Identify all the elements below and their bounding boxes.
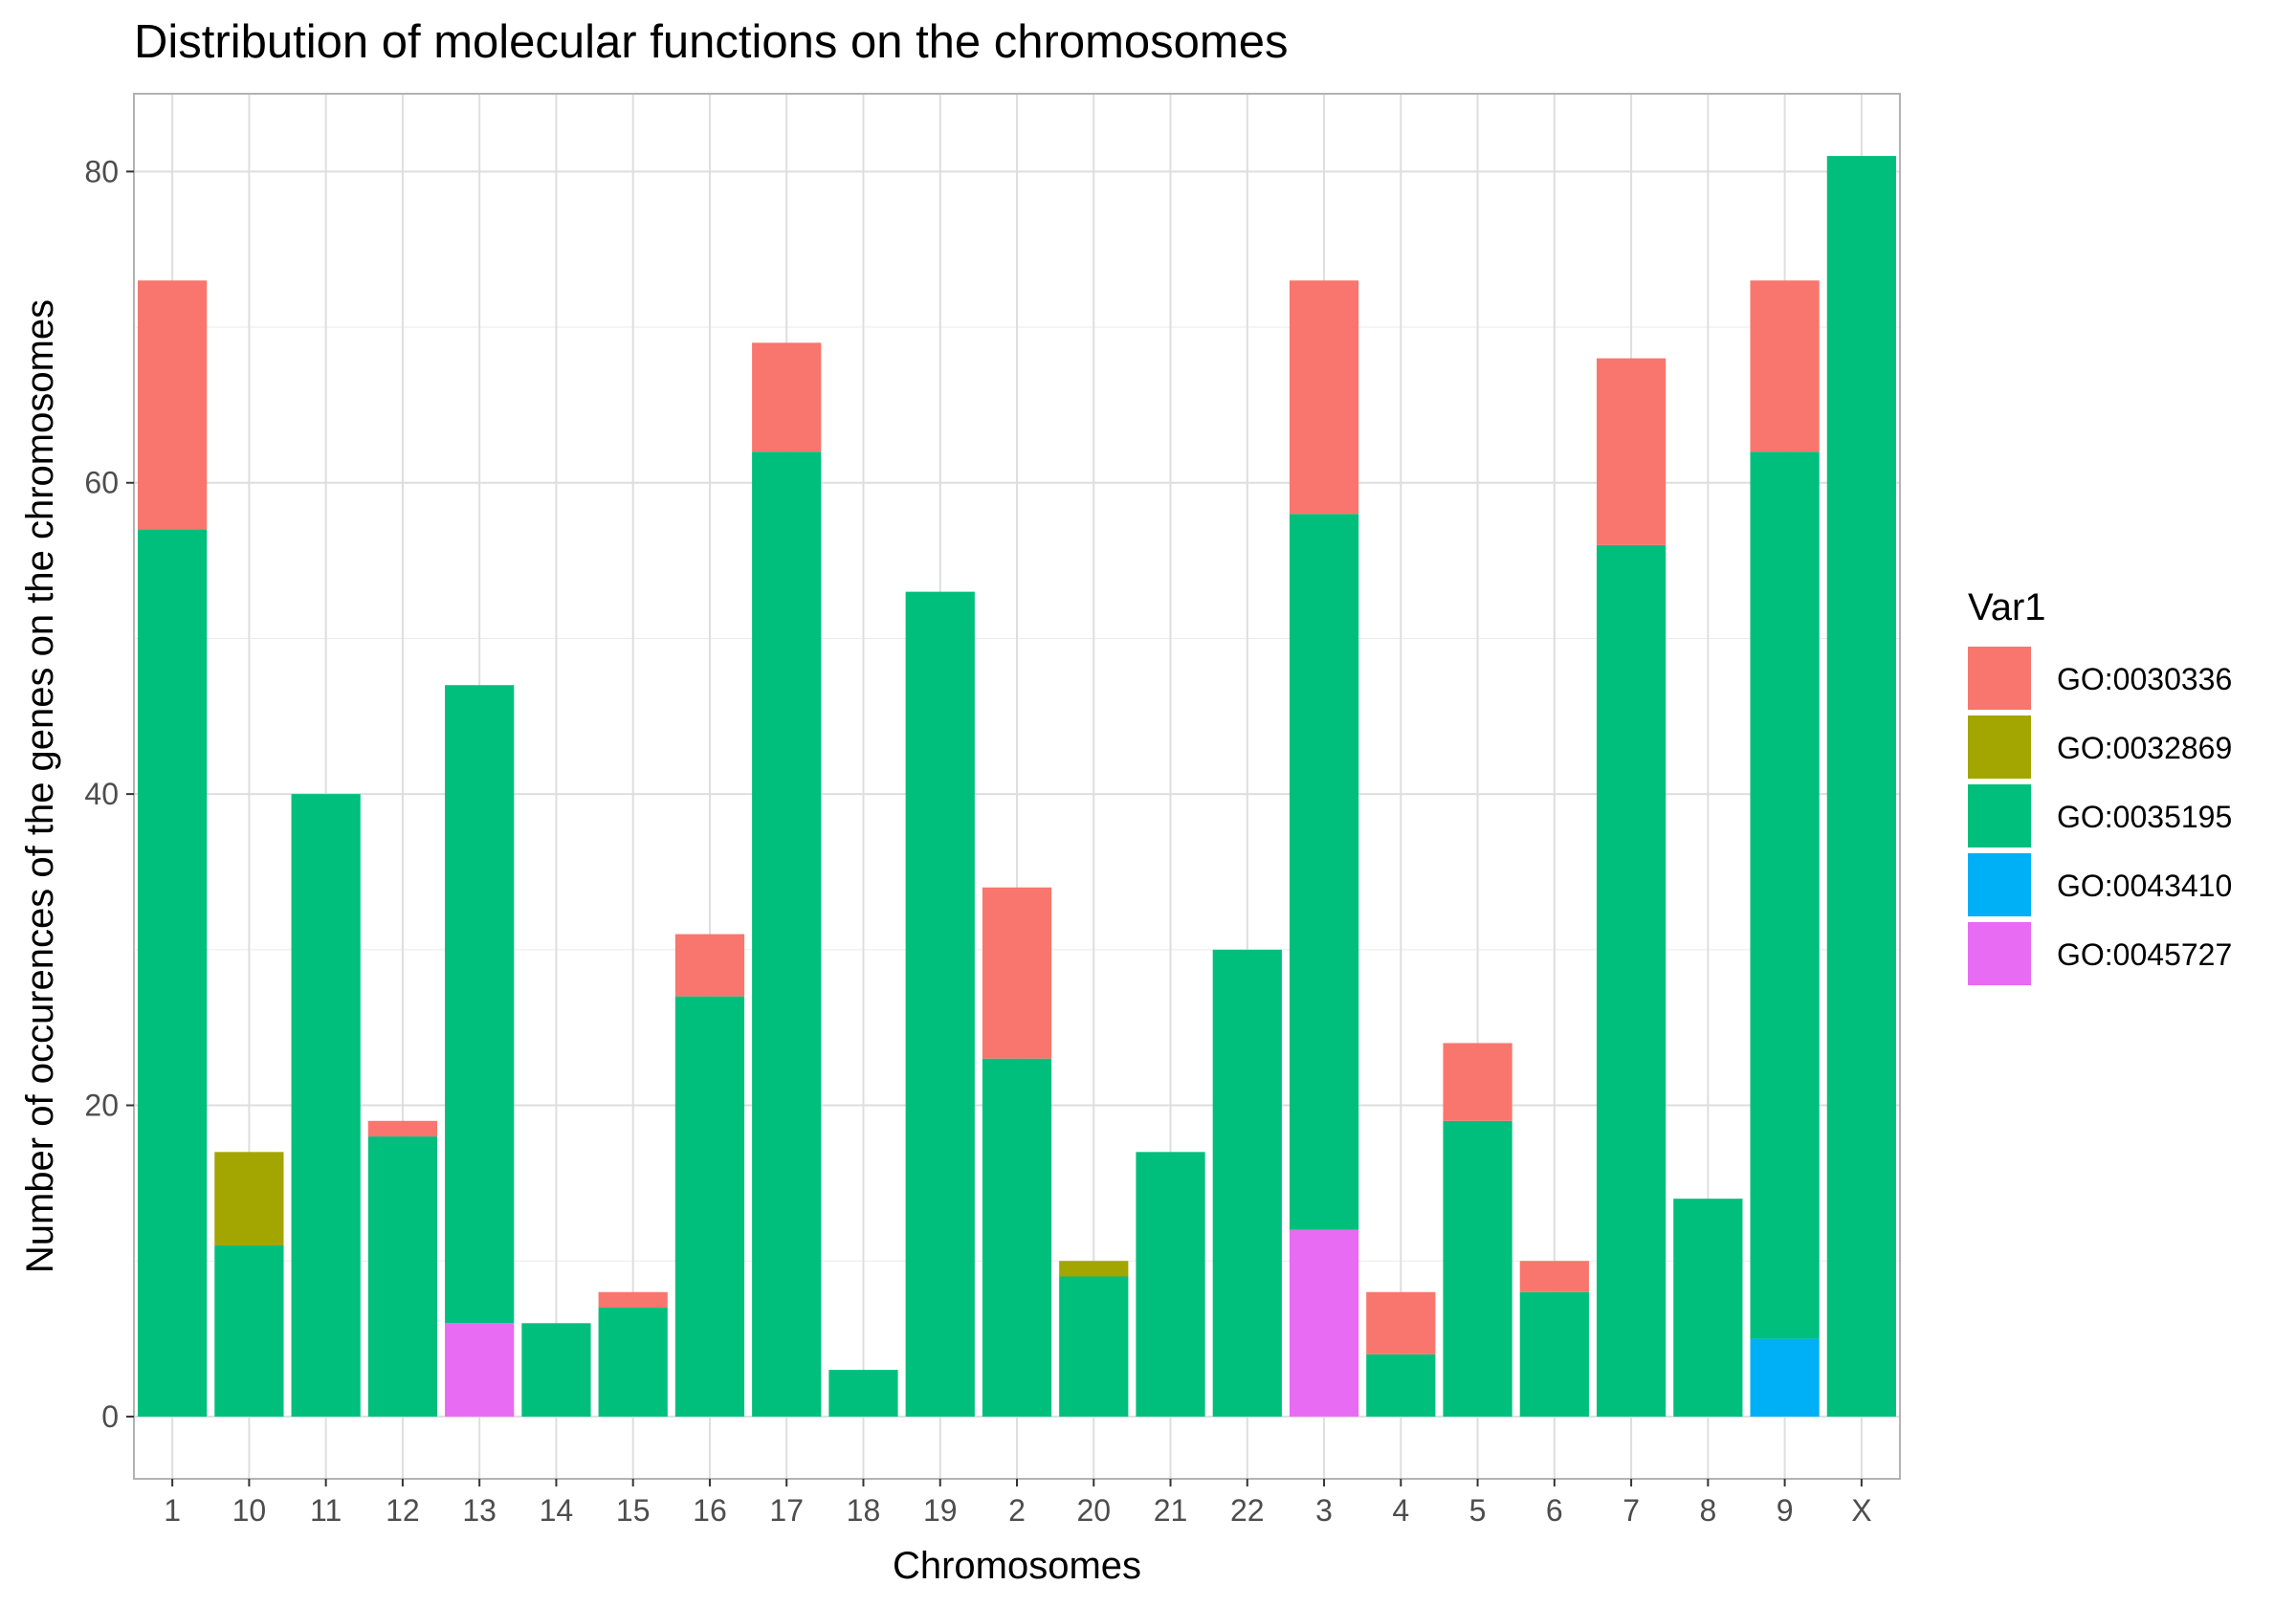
bar-segment (1289, 280, 1359, 515)
bar-segment (214, 1152, 284, 1245)
x-axis-title: Chromosomes (893, 1545, 1141, 1587)
legend-swatch (1968, 784, 2031, 848)
x-tick-label: 5 (1469, 1493, 1487, 1528)
bar-segment (1366, 1291, 1436, 1354)
x-tick-label: 17 (769, 1493, 804, 1528)
bar-segment (1519, 1291, 1589, 1417)
legend: Var1 GO:0030336 GO:0032869 GO:0035195 GO:004… (1968, 586, 2232, 985)
x-tick-label: 22 (1230, 1493, 1265, 1528)
legend-swatch (1968, 853, 2031, 916)
bar-segment (1596, 358, 1667, 545)
x-tick-label: 6 (1546, 1493, 1563, 1528)
x-tick-label: 16 (693, 1493, 727, 1528)
x-tick-label: 1 (164, 1493, 181, 1528)
x-tick-label: 14 (540, 1493, 574, 1528)
bar-segment (1826, 156, 1896, 1417)
legend-label: GO:0030336 (2057, 662, 2232, 696)
bar-segment (1289, 514, 1359, 1230)
x-tick-label: 13 (462, 1493, 497, 1528)
bar-segment (1519, 1261, 1589, 1292)
bar-segment (367, 1136, 438, 1417)
y-axis-title: Number of occurences of the genes on the… (19, 299, 61, 1273)
y-tick-label: 60 (84, 466, 119, 500)
x-tick-label: X (1851, 1493, 1871, 1528)
legend-swatch (1968, 647, 2031, 710)
legend-label: GO:0032869 (2057, 731, 2232, 765)
bar-segment (214, 1244, 284, 1417)
bar-segment (445, 1323, 515, 1417)
y-tick-label: 20 (84, 1089, 119, 1123)
chart-title: Distribution of molecular functions on t… (134, 16, 1289, 68)
bar-segment (1673, 1199, 1743, 1417)
x-tick-label: 20 (1076, 1493, 1111, 1528)
bar-segment (905, 591, 975, 1417)
bar-segment (138, 280, 208, 530)
x-tick-label: 11 (310, 1493, 342, 1528)
legend-swatch (1968, 922, 2031, 985)
y-tick-label: 40 (84, 777, 119, 811)
legend-label: GO:0045727 (2057, 937, 2232, 972)
bar-segment (1059, 1261, 1129, 1277)
legend-label: GO:0043410 (2057, 869, 2232, 903)
bar-segment (1059, 1276, 1129, 1417)
bar-segment (521, 1323, 591, 1417)
bar-segment (598, 1308, 668, 1417)
bar-segment (828, 1370, 898, 1417)
bar-segment (1136, 1152, 1205, 1417)
x-tick-label: 2 (1008, 1493, 1026, 1528)
bar-segment (1443, 1043, 1512, 1121)
x-tick-label: 19 (923, 1493, 958, 1528)
x-tick-label: 3 (1315, 1493, 1333, 1528)
x-tick-label: 10 (232, 1493, 267, 1528)
y-tick-label: 80 (84, 154, 119, 188)
bar-segment (1366, 1354, 1436, 1417)
bar-segment (982, 1058, 1052, 1417)
bar-segment (138, 529, 208, 1417)
x-tick-label: 4 (1392, 1493, 1409, 1528)
bar-segment (598, 1291, 668, 1309)
y-tick-label: 0 (101, 1399, 119, 1434)
bar-segment (1443, 1120, 1512, 1417)
bar-segment (752, 342, 822, 452)
bars (138, 156, 1896, 1417)
legend-swatch (1968, 715, 2031, 779)
bar-segment (1596, 544, 1667, 1417)
axes: 0 20 40 60 80 1 10 11 12 13 14 15 16 17 18 19 2 20 21 22 3 4 5… (84, 93, 1901, 1528)
bar-segment (674, 934, 745, 997)
bar-segment (982, 887, 1052, 1059)
x-tick-label: 9 (1777, 1493, 1794, 1528)
bar-segment (367, 1120, 438, 1137)
bar-segment (674, 996, 745, 1417)
bar-segment (752, 451, 822, 1417)
legend-title: Var1 (1968, 586, 2046, 628)
legend-label: GO:0035195 (2057, 800, 2232, 834)
x-tick-label: 7 (1623, 1493, 1640, 1528)
x-tick-label: 8 (1699, 1493, 1716, 1528)
bar-segment (445, 685, 515, 1324)
x-tick-label: 18 (847, 1493, 881, 1528)
bar-segment (1212, 949, 1282, 1417)
x-tick-label: 12 (386, 1493, 420, 1528)
bar-segment (1750, 451, 1820, 1339)
x-tick-label: 21 (1154, 1493, 1188, 1528)
x-tick-label: 15 (616, 1493, 651, 1528)
bar-segment (1750, 280, 1820, 452)
bar-segment (1289, 1229, 1359, 1417)
bar-segment (291, 794, 361, 1417)
bar-segment (1750, 1338, 1820, 1417)
